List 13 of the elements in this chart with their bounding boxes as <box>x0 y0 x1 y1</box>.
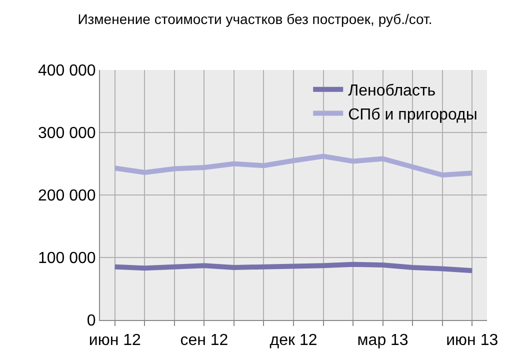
x-tick-label: дек 12 <box>270 332 318 350</box>
y-tick-label: 0 <box>86 312 96 330</box>
y-tick-label: 400 000 <box>38 62 96 80</box>
x-tick-label: июн 13 <box>446 332 498 350</box>
x-tick-label: июн 12 <box>88 332 141 350</box>
legend-label: Ленобласть <box>348 82 436 100</box>
x-tick-label: мар 13 <box>357 332 408 350</box>
chart-title: Изменение стоимости участков без построек, руб./сот. <box>78 11 432 28</box>
x-tick-label: сен 12 <box>180 332 228 350</box>
y-tick-label: 300 000 <box>38 125 96 142</box>
y-tick-label: 100 000 <box>38 250 96 268</box>
legend-label: СПб и пригороды <box>348 106 478 124</box>
y-tick-label: 200 000 <box>38 188 96 205</box>
